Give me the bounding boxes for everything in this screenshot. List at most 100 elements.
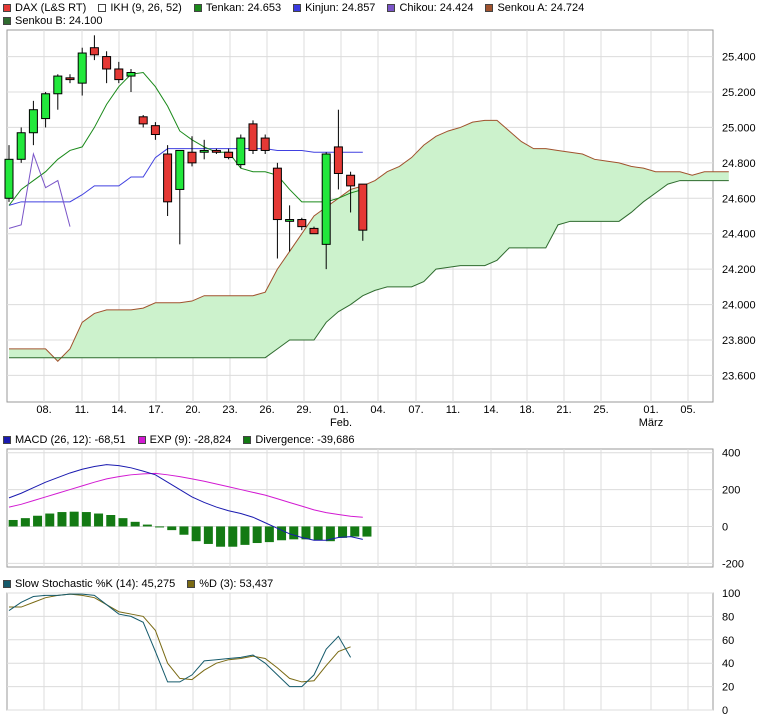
x-month-label: März	[639, 417, 663, 429]
legend-exp: EXP (9): -28,824	[137, 433, 231, 447]
divergence-bar	[142, 524, 152, 527]
divergence-bar	[179, 526, 189, 535]
stoch-k-line	[8, 593, 352, 688]
x-tick-label: 11.	[446, 404, 460, 416]
candle-down	[114, 68, 124, 81]
x-tick-label: 01.	[643, 404, 658, 416]
x-tick-label: 08.	[36, 404, 51, 416]
divergence-bar	[106, 515, 116, 527]
candle-down	[272, 167, 282, 221]
divergence-bar	[33, 515, 43, 527]
divergence-bar	[20, 518, 30, 527]
candle-up	[77, 52, 87, 84]
x-tick-label: 14.	[111, 404, 126, 416]
legend-divergence: Divergence: -39,686	[243, 433, 354, 447]
candle-up	[236, 137, 246, 166]
price-tick-label: 25.200	[722, 87, 756, 99]
x-tick-label: 07.	[408, 404, 423, 416]
candle-up	[126, 72, 136, 77]
x-tick-label: 14.	[483, 404, 498, 416]
divergence-bar	[130, 521, 140, 527]
legend-senkou-a: Senkou A: 24.724	[485, 1, 584, 15]
stoch-tick-label: 60	[722, 635, 734, 647]
divergence-bar	[81, 512, 91, 527]
price-tick-label: 25.400	[722, 52, 756, 64]
candle-down	[211, 149, 221, 153]
ichimoku-cloud	[9, 120, 729, 362]
kijun-line	[8, 148, 363, 206]
candle-down	[333, 146, 343, 174]
price-tick-label: 23.800	[722, 335, 756, 347]
divergence-bar	[252, 526, 262, 544]
candle-up	[41, 93, 51, 120]
stoch-tick-label: 80	[722, 611, 734, 623]
divergence-bar	[118, 518, 128, 527]
stoch-legend-row: Slow Stochastic %K (14): 45,275 %D (3): …	[3, 577, 279, 591]
macd-tick-label: 400	[722, 448, 740, 460]
divergence-bar	[350, 526, 360, 537]
macd-legend-row: MACD (26, 12): -68,51 EXP (9): -28,824 D…	[3, 433, 360, 447]
candle-down	[358, 183, 368, 231]
divergence-bar	[240, 526, 250, 545]
candle-down	[346, 174, 356, 187]
divergence-bar	[203, 526, 213, 544]
legend-macd: MACD (26, 12): -68,51	[3, 433, 126, 447]
divergence-bar	[301, 526, 311, 540]
candle-down	[309, 227, 319, 235]
x-tick-label: 25.	[593, 404, 608, 416]
candle-down	[150, 125, 160, 136]
stoch-tick-label: 100	[722, 588, 740, 600]
divergence-bar	[277, 526, 287, 541]
macd-tick-label: -200	[722, 558, 744, 570]
x-tick-label: 04.	[370, 404, 385, 416]
senkou-b-line	[9, 180, 729, 359]
candle-up	[321, 153, 331, 245]
candle-down	[297, 219, 307, 228]
candle-down	[65, 77, 75, 81]
tenkan-line	[8, 71, 363, 206]
x-tick-label: 26.	[259, 404, 274, 416]
exp-line	[8, 472, 363, 518]
divergence-bar	[57, 512, 67, 527]
divergence-bar	[325, 526, 335, 542]
macd-plot-area	[6, 448, 714, 568]
macd-line	[8, 464, 363, 541]
candle-down	[260, 137, 270, 151]
stoch-tick-label: 20	[722, 682, 734, 694]
senkou-a-line	[9, 119, 729, 362]
divergence-bar	[338, 526, 348, 538]
candle-up	[28, 109, 38, 134]
legend-dax: DAX (L&S RT)	[3, 1, 86, 15]
divergence-bar	[69, 511, 79, 527]
x-tick-label: 21.	[556, 404, 571, 416]
candle-up	[175, 149, 185, 190]
price-tick-label: 24.600	[722, 193, 756, 205]
divergence-bar	[167, 526, 177, 531]
divergence-bar	[313, 526, 323, 541]
candle-up	[53, 75, 63, 95]
candle-up	[285, 219, 295, 222]
x-tick-label: 18.	[519, 404, 534, 416]
price-tick-label: 24.800	[722, 158, 756, 170]
divergence-bar	[94, 513, 104, 527]
divergence-bar	[264, 526, 274, 543]
divergence-bar	[155, 526, 165, 528]
divergence-bar	[216, 526, 226, 547]
price-legend-row-1: DAX (L&S RT) IKH (9, 26, 52) Tenkan: 24.…	[3, 1, 590, 15]
macd-tick-label: 200	[722, 485, 740, 497]
price-tick-label: 23.600	[722, 370, 756, 382]
divergence-bar	[45, 513, 55, 527]
macd-tick-label: 0	[722, 521, 728, 533]
divergence-bar	[191, 526, 201, 542]
legend-tenkan: Tenkan: 24.653	[193, 1, 281, 15]
price-tick-label: 24.000	[722, 300, 756, 312]
legend-kinjun: Kinjun: 24.857	[293, 1, 375, 15]
candle-up	[4, 158, 14, 199]
price-tick-label: 25.000	[722, 122, 756, 134]
price-tick-label: 24.400	[722, 229, 756, 241]
legend-stoch-d: %D (3): 53,437	[187, 577, 273, 591]
candle-down	[138, 116, 148, 125]
x-month-label: Feb.	[330, 417, 352, 429]
candle-down	[187, 151, 197, 164]
x-tick-label: 01.	[333, 404, 348, 416]
